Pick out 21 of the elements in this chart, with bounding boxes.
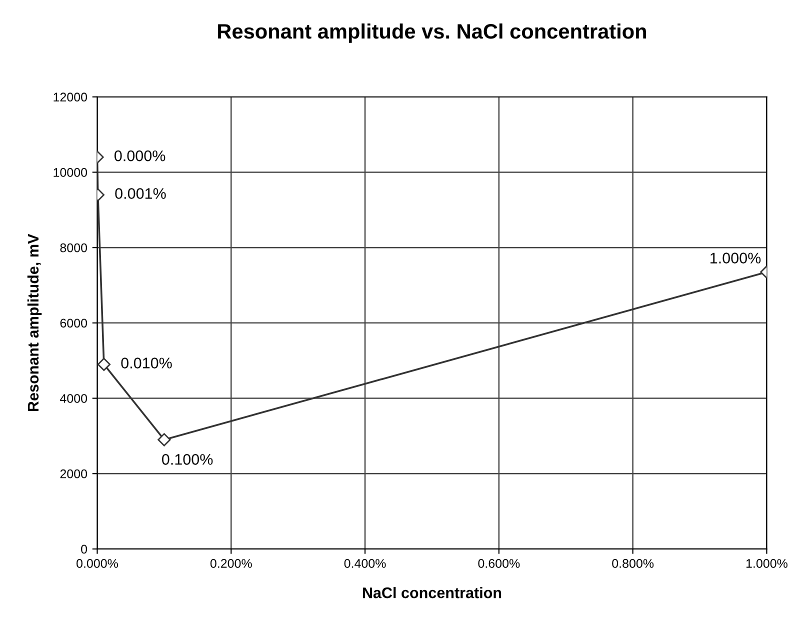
x-tick-label: 0.000%: [76, 559, 118, 568]
x-tick-label: 0.800%: [612, 559, 654, 568]
y-tick-label: 12000: [54, 92, 88, 102]
annotation: 0.000%: [114, 150, 166, 162]
y-tick-label: 2000: [60, 469, 88, 478]
y-tick-label: 0: [81, 544, 88, 554]
y-tick-label: 6000: [60, 318, 88, 328]
x-tick-label: 0.200%: [210, 559, 252, 568]
annotation: 1.000%: [710, 252, 761, 264]
y-tick-label: 10000: [54, 168, 88, 177]
y-tick-label: 4000: [60, 394, 88, 403]
annotation: 0.001%: [115, 188, 166, 199]
x-tick-label: 1.000%: [746, 559, 788, 568]
chart-title: Resonant amplitude vs. NaCl concentration: [218, 23, 646, 43]
x-axis-title: NaCl concentration: [362, 587, 502, 598]
annotation: 0.010%: [121, 358, 172, 368]
y-tick-label: 8000: [60, 243, 88, 252]
x-tick-label: 0.400%: [344, 559, 386, 568]
x-tick-label: 0.600%: [478, 559, 520, 568]
annotation: 0.100%: [162, 454, 213, 465]
y-axis-title: Resonant amplitude, mV: [27, 234, 42, 412]
